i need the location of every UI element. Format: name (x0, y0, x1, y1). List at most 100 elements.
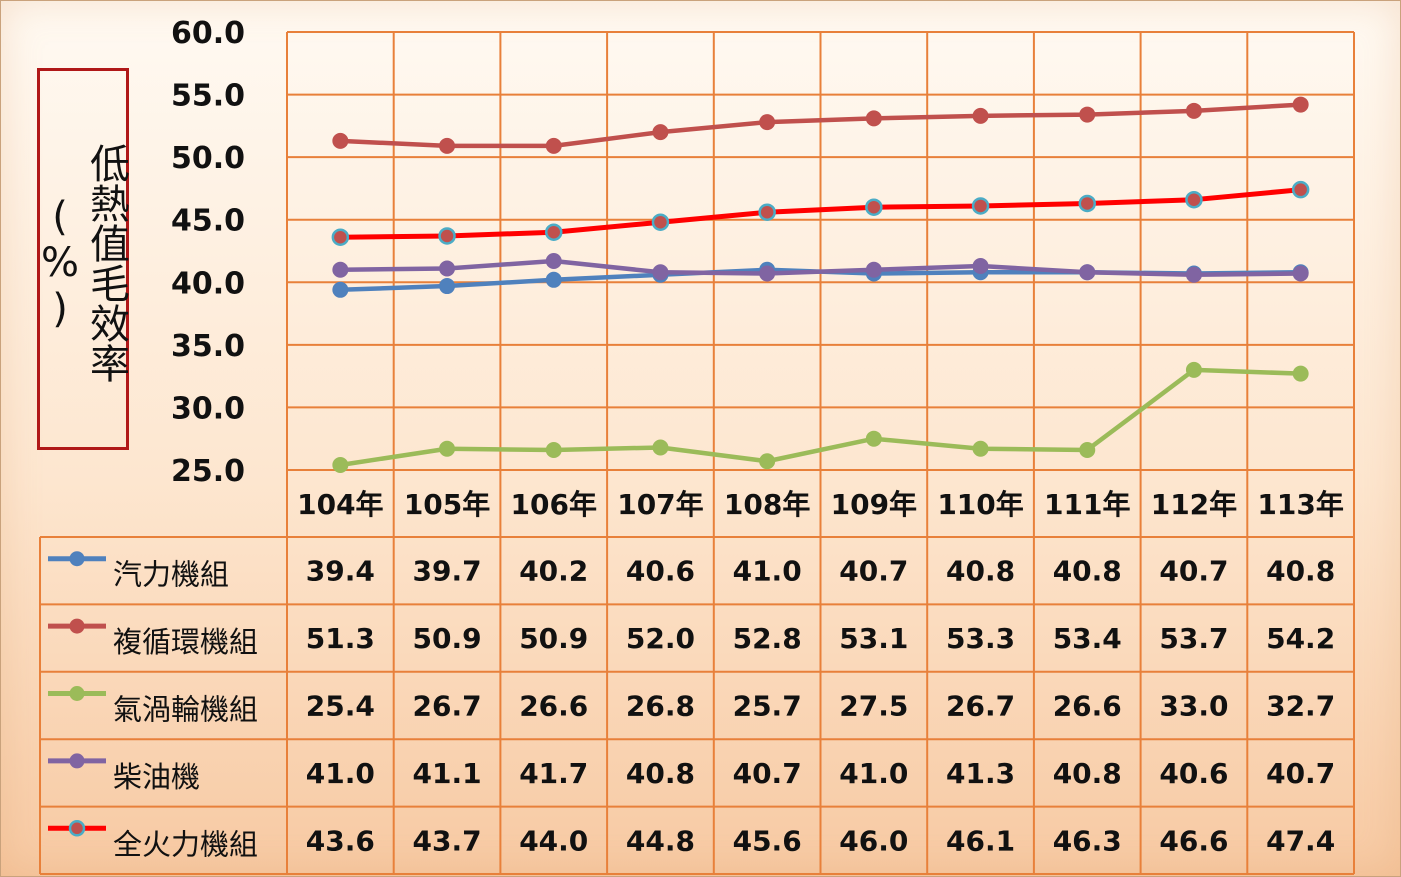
x-tick-label: 105年 (404, 488, 490, 521)
data-label: 51.3 (306, 622, 375, 655)
data-point (1185, 266, 1202, 283)
data-label: 50.9 (413, 622, 482, 655)
data-point (438, 227, 456, 245)
data-label: 44.0 (519, 824, 588, 857)
data-label: 50.9 (519, 622, 588, 655)
data-label: 40.8 (1266, 555, 1335, 588)
y-tick-label: 55.0 (171, 79, 245, 114)
legend-key-marker (69, 753, 85, 769)
data-label: 44.8 (626, 824, 695, 857)
data-label: 52.8 (733, 622, 802, 655)
data-point (1078, 194, 1096, 213)
data-label: 40.6 (626, 555, 695, 588)
data-label: 40.7 (733, 757, 802, 790)
data-point (865, 261, 882, 278)
legend-key-marker (69, 686, 85, 701)
x-tick-label: 111年 (1044, 488, 1130, 521)
table-row-label: 複循環機組 (113, 625, 258, 659)
data-point (332, 281, 349, 298)
x-tick-label: 107年 (617, 488, 703, 521)
data-point (1291, 180, 1310, 199)
data-label: 40.8 (946, 555, 1015, 588)
legend-key-marker (68, 820, 86, 837)
data-point (972, 258, 989, 275)
data-label: 27.5 (839, 690, 908, 723)
data-label: 53.1 (839, 622, 908, 655)
data-point (1185, 190, 1203, 209)
data-label: 40.2 (519, 555, 588, 588)
y-tick-label: 35.0 (171, 329, 245, 364)
data-label: 26.8 (626, 690, 695, 723)
data-point (758, 203, 776, 221)
x-tick-label: 112年 (1151, 488, 1237, 521)
data-label: 26.7 (946, 690, 1015, 723)
data-point (331, 228, 350, 246)
table-row-label: 柴油機 (113, 760, 200, 794)
legend-key-marker (69, 551, 85, 567)
data-label: 40.8 (626, 757, 695, 790)
data-label: 25.7 (733, 690, 802, 723)
data-point (332, 261, 349, 278)
data-point (439, 278, 456, 295)
series-line (340, 102, 1301, 149)
data-point (545, 137, 562, 154)
data-label: 40.6 (1159, 757, 1228, 790)
data-label: 45.6 (733, 824, 802, 857)
data-point (1292, 365, 1309, 382)
data-point (865, 430, 882, 447)
data-point (971, 197, 990, 215)
data-label: 43.6 (306, 824, 375, 857)
data-label: 40.7 (839, 555, 908, 588)
x-tick-label: 113年 (1257, 488, 1343, 521)
y-tick-label: 25.0 (171, 454, 245, 489)
data-label: 25.4 (306, 690, 375, 723)
data-point (652, 124, 669, 141)
legend-key-marker (69, 618, 85, 634)
data-point (439, 440, 456, 457)
y-tick-label: 45.0 (171, 204, 245, 239)
data-label: 26.6 (1053, 690, 1122, 723)
data-label: 41.0 (839, 757, 908, 790)
data-label: 41.0 (733, 555, 802, 588)
data-label: 47.4 (1266, 824, 1335, 857)
data-point (865, 110, 882, 127)
data-label: 43.7 (413, 824, 482, 857)
data-point (545, 223, 563, 241)
y-tick-label: 50.0 (171, 141, 245, 176)
data-label: 26.7 (413, 690, 482, 723)
data-point (652, 439, 669, 456)
data-point (759, 453, 776, 470)
data-point (865, 198, 883, 216)
data-point (1079, 106, 1096, 123)
x-tick-label: 104年 (297, 488, 383, 521)
data-label: 46.0 (839, 824, 908, 857)
data-point (332, 132, 349, 149)
data-point (972, 107, 989, 124)
data-point (759, 265, 776, 282)
data-label: 40.7 (1159, 555, 1228, 588)
data-point (439, 260, 456, 277)
data-point (1292, 96, 1309, 113)
data-point (545, 271, 562, 288)
data-point (1292, 265, 1309, 282)
data-label: 32.7 (1266, 690, 1335, 723)
data-label: 39.4 (306, 555, 375, 588)
data-point (545, 253, 562, 270)
data-label: 53.3 (946, 622, 1015, 655)
data-point (1185, 102, 1202, 119)
data-label: 40.8 (1053, 555, 1122, 588)
series-line (340, 367, 1301, 468)
x-tick-label: 109年 (831, 488, 917, 521)
data-label: 39.7 (413, 555, 482, 588)
data-label: 46.1 (946, 824, 1015, 857)
data-point (651, 213, 670, 231)
y-tick-label: 60.0 (171, 16, 245, 51)
table-row-label: 氣渦輪機組 (113, 693, 258, 727)
table-row-label: 汽力機組 (113, 558, 229, 592)
series-line (340, 258, 1301, 278)
series-line (340, 187, 1301, 240)
data-label: 41.3 (946, 757, 1015, 790)
data-point (652, 264, 669, 281)
